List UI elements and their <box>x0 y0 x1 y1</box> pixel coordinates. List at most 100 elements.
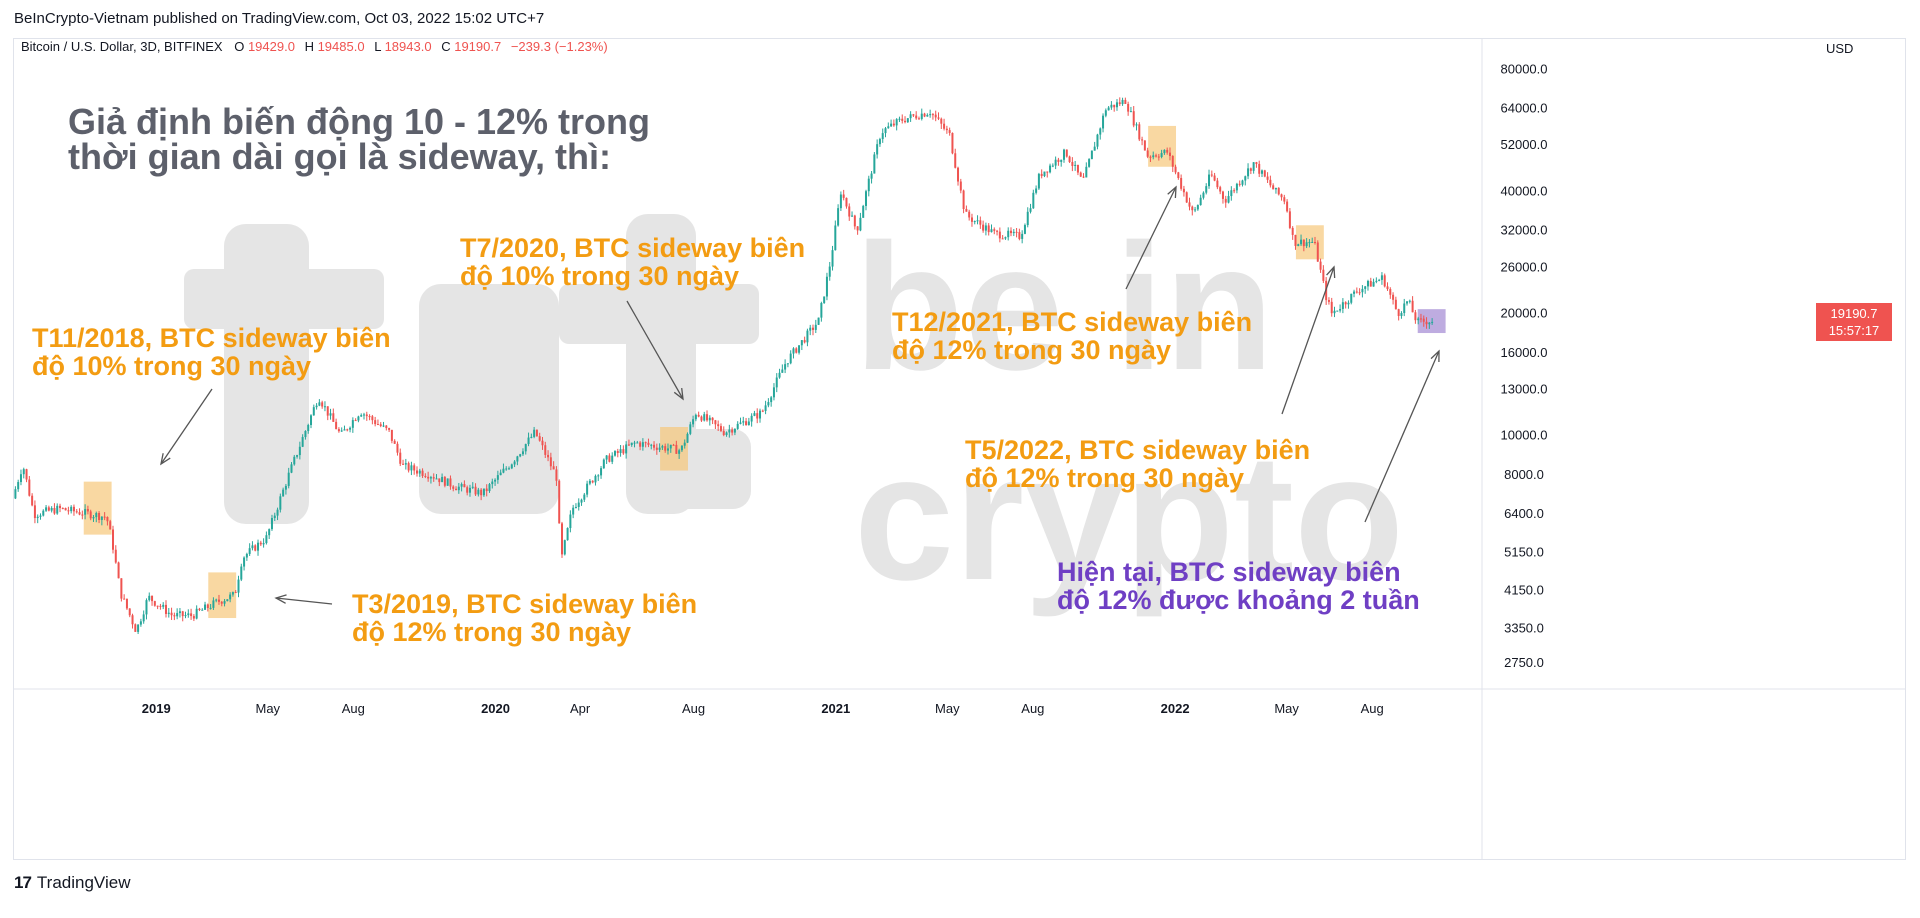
candle-body <box>954 153 957 168</box>
candle-body <box>446 478 449 486</box>
candle-body <box>904 120 907 123</box>
candle-body <box>692 419 695 425</box>
candle-body <box>1029 208 1032 212</box>
candle-body <box>892 123 895 126</box>
candle-body <box>1397 309 1400 316</box>
candle-body <box>1383 275 1386 287</box>
candle-body <box>1266 176 1269 180</box>
candle-body <box>750 415 753 422</box>
candle-body <box>625 444 628 454</box>
candle-body <box>934 114 937 118</box>
candle-body <box>293 456 296 465</box>
candle-body <box>371 416 374 421</box>
candle-body <box>1074 164 1077 166</box>
candle-body <box>781 369 784 373</box>
candle-body <box>1121 99 1124 105</box>
candle-body <box>519 454 522 457</box>
candle-body <box>1247 168 1250 177</box>
candle-body <box>452 486 455 489</box>
candle-body <box>206 604 209 608</box>
candle-body <box>527 437 530 445</box>
candle-body <box>215 599 218 601</box>
candle-body <box>1096 134 1099 147</box>
candle-body <box>1099 128 1102 135</box>
headline-line2: thời gian dài gọi là sideway, thì: <box>68 136 611 177</box>
candle-body <box>613 451 616 456</box>
candle-body <box>943 123 946 129</box>
candle-body <box>851 215 854 217</box>
candle-body <box>912 114 915 116</box>
candle-body <box>968 211 971 218</box>
candle-body <box>1115 102 1118 108</box>
candle-body <box>287 472 290 486</box>
candle-body <box>627 444 630 446</box>
candle-body <box>1107 107 1110 111</box>
candle-body <box>1129 111 1132 113</box>
candle-body <box>516 456 519 462</box>
candle-body <box>1288 211 1291 228</box>
candle-body <box>153 601 156 606</box>
candle-body <box>1392 294 1395 300</box>
candle-body <box>505 468 508 470</box>
candle-body <box>279 496 282 510</box>
tradingview-brand[interactable]: TradingView <box>36 873 131 892</box>
candle-body <box>109 521 112 530</box>
candle-body <box>204 604 207 610</box>
candle-body <box>192 616 195 619</box>
candle-body <box>1322 269 1325 281</box>
watermark-text-line2: crypto <box>854 417 1404 618</box>
candle-body <box>187 613 190 616</box>
candle-body <box>173 615 176 617</box>
candle-body <box>636 442 639 444</box>
candle-body <box>586 483 589 495</box>
candle-body <box>708 417 711 421</box>
candle-body <box>552 466 555 470</box>
candle-body <box>276 509 279 516</box>
candle-body <box>190 613 193 617</box>
candle-body <box>535 429 538 437</box>
arrow-line <box>1125 186 1177 290</box>
candle-body <box>1319 261 1322 270</box>
candle-body <box>873 154 876 174</box>
annotation-current-line1: Hiện tại, BTC sideway biên <box>1057 557 1401 587</box>
candle-body <box>820 303 823 318</box>
candle-body <box>142 614 145 622</box>
candle-body <box>273 515 276 519</box>
candle-body <box>1400 313 1403 316</box>
candle-body <box>906 118 909 123</box>
candle-body <box>1152 155 1155 158</box>
annotation-mar-2019-line1: T3/2019, BTC sideway biên <box>352 589 697 619</box>
candle-body <box>410 465 413 471</box>
time-tick-label: May <box>256 701 281 716</box>
last-price-value: 19190.7 <box>1831 306 1878 321</box>
svg-text:Bitcoin / U.S. Dollar, 3D, BIT: Bitcoin / U.S. Dollar, 3D, BITFINEX O 19… <box>21 39 608 54</box>
candle-body <box>457 486 460 491</box>
candle-body <box>162 604 165 607</box>
candle-body <box>633 442 636 444</box>
candle-body <box>510 464 513 469</box>
candle-body <box>948 130 951 133</box>
candle-body <box>1283 197 1286 202</box>
annotation-arrows <box>160 185 1440 605</box>
candle-body <box>270 518 273 530</box>
candle-body <box>856 226 859 231</box>
candle-body <box>1037 173 1040 189</box>
candle-body <box>1135 124 1138 126</box>
candle-body <box>761 410 764 412</box>
watermark: be in crypto <box>184 207 1404 618</box>
watermark-logo-mark <box>184 214 759 524</box>
candle-body <box>114 549 117 563</box>
candle-body <box>1104 110 1107 116</box>
tradingview-logo-icon[interactable]: 17 <box>14 873 32 892</box>
candle-body <box>731 429 734 433</box>
candle-body <box>1230 190 1233 197</box>
candle-body <box>251 545 254 549</box>
candle-body <box>298 446 301 456</box>
candle-body <box>388 428 391 430</box>
candle-body <box>993 229 996 231</box>
annotation-dec-2021-line1: T12/2021, BTC sideway biên <box>892 307 1252 337</box>
price-chart[interactable]: be in crypto 80000.0 64000.0 52000.0 40000.… <box>14 39 1905 859</box>
last-price-tag[interactable]: 19190.7 15:57:17 <box>1816 303 1892 341</box>
candle-body <box>382 425 385 427</box>
candle-body <box>811 327 815 330</box>
